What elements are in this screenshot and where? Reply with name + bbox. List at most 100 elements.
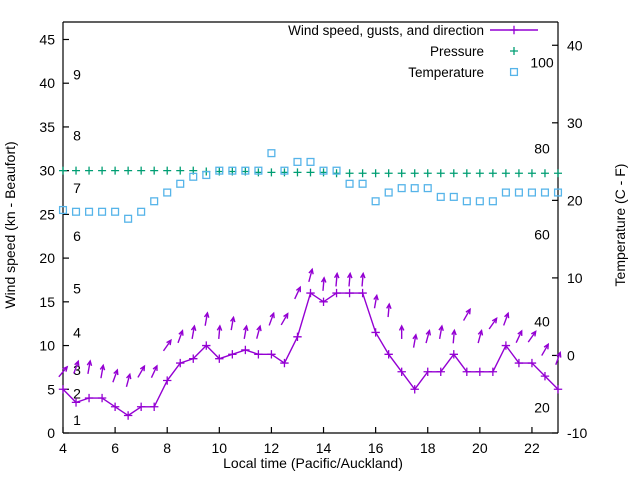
wind-speed-marker xyxy=(397,367,406,376)
y-axis-right-tick-label: 20 xyxy=(567,192,583,208)
beaufort-scale-label: 1 xyxy=(73,412,81,428)
temperature-marker xyxy=(267,149,276,158)
wind-arrow-shaft xyxy=(177,330,184,344)
wind-speed-marker xyxy=(384,350,393,359)
wind-arrow-shaft xyxy=(373,295,378,309)
wind-arrow-head xyxy=(412,333,418,340)
wind-arrow-head xyxy=(320,276,327,283)
wind-speed-marker xyxy=(149,402,159,411)
wind-speed-marker xyxy=(410,385,419,394)
wind-direction-arrow xyxy=(99,363,106,379)
y-axis-right-tick-label: 0 xyxy=(567,347,575,363)
temperature-marker xyxy=(553,188,563,197)
wind-direction-arrow xyxy=(527,330,537,343)
wind-direction-arrow xyxy=(320,276,327,291)
temperature-marker xyxy=(215,166,224,175)
y-axis-left-title: Wind speed (kn - Beaufort) xyxy=(2,141,18,308)
pressure-marker xyxy=(527,169,536,178)
temperature-marker xyxy=(85,207,94,216)
wind-arrow-head xyxy=(190,324,197,332)
pressure-marker xyxy=(449,169,458,178)
wind-speed-marker xyxy=(358,288,367,298)
temperature-marker xyxy=(358,179,367,188)
temperature-marker xyxy=(462,197,471,206)
wind-direction-arrow xyxy=(162,338,172,352)
x-axis-tick-label: 18 xyxy=(420,440,436,456)
temperature-marker xyxy=(228,166,237,175)
pressure-marker xyxy=(462,169,471,178)
pressure-marker xyxy=(332,169,341,178)
wind-arrow-head xyxy=(386,302,392,310)
wind-arrow-shaft xyxy=(308,269,313,283)
temperature-marker xyxy=(306,157,315,166)
wind-direction-arrow xyxy=(438,324,444,339)
beaufort-scale-label: 2 xyxy=(73,386,81,402)
wind-arrow-shaft xyxy=(256,325,261,339)
legend-entry[interactable]: Temperature xyxy=(408,65,519,80)
y-axis-right-title: Temperature (C - F) xyxy=(612,164,628,287)
legend-marker-plus xyxy=(509,25,519,35)
pressure-marker xyxy=(306,168,315,177)
wind-direction-arrow xyxy=(477,328,484,344)
wind-arrow-shaft xyxy=(137,365,146,378)
pressure-marker xyxy=(436,169,445,178)
temperature-marker xyxy=(488,197,497,206)
pressure-marker xyxy=(540,169,549,178)
x-axis-tick-label: 20 xyxy=(472,440,488,456)
wind-speed-marker xyxy=(436,367,445,376)
wind-speed-marker xyxy=(280,358,289,368)
wind-speed-marker xyxy=(163,376,172,385)
wind-arrow-shaft xyxy=(112,369,118,383)
y-axis-left-tick-label: 20 xyxy=(39,250,55,266)
temperature-marker xyxy=(163,188,172,197)
temperature-marker xyxy=(319,166,328,175)
wind-direction-arrow xyxy=(280,312,289,326)
wind-direction-arrow xyxy=(150,364,158,378)
y-axis-right-tick-label: 30 xyxy=(567,115,583,131)
wind-arrow-head xyxy=(543,342,550,350)
wind-speed-marker xyxy=(423,367,432,376)
temperature-marker xyxy=(254,166,263,175)
wind-direction-arrow xyxy=(125,372,132,387)
wind-arrow-head xyxy=(126,372,132,380)
wind-speed-marker xyxy=(371,328,380,337)
wind-direction-arrow xyxy=(425,328,432,344)
y-axis-right-tick-label: 10 xyxy=(567,270,583,286)
y-axis-left-tick-label: 25 xyxy=(39,206,55,222)
wind-arrow-head xyxy=(86,359,93,367)
fahrenheit-scale-label: 60 xyxy=(534,226,550,242)
legend-entry[interactable]: Pressure xyxy=(430,44,518,59)
wind-speed-marker xyxy=(527,358,537,368)
wind-direction-arrow xyxy=(294,285,301,300)
data-series-layer xyxy=(58,149,563,420)
pressure-marker xyxy=(514,169,523,178)
wind-arrow-head xyxy=(425,328,432,336)
temperature-marker xyxy=(280,166,289,175)
wind-direction-arrow xyxy=(243,324,249,339)
inner-scale-labels-layer: 1 2 3 4 5 6 7 8 9 20 40 60 80 100 xyxy=(73,54,554,428)
wind-arrow-shaft xyxy=(555,352,561,366)
wind-arrow-head xyxy=(283,312,289,319)
temperature-marker xyxy=(410,184,419,193)
wind-arrow-shaft xyxy=(100,365,104,379)
wind-arrow-shaft xyxy=(425,330,431,344)
wind-speed-marker xyxy=(84,393,94,403)
wind-speed-marker xyxy=(553,385,563,394)
fahrenheit-scale-label: 20 xyxy=(534,399,550,415)
wind-arrow-head xyxy=(62,365,69,372)
beaufort-scale-label: 8 xyxy=(73,128,81,144)
x-axis-tick-label: 6 xyxy=(111,440,119,456)
wind-arrow-head xyxy=(74,359,80,367)
y-axis-left-tick-label: 40 xyxy=(39,75,55,91)
wind-direction-arrow xyxy=(398,324,405,339)
legend-entry[interactable]: Wind speed, gusts, and direction xyxy=(288,23,538,38)
wind-speed-marker xyxy=(293,332,302,342)
wind-arrow-head xyxy=(295,285,301,293)
wind-direction-arrow xyxy=(360,271,366,287)
pressure-marker xyxy=(163,166,172,175)
x-axis-title: Local time (Pacific/Auckland) xyxy=(223,455,403,471)
wind-direction-arrow xyxy=(555,351,562,366)
temperature-marker xyxy=(475,197,484,206)
